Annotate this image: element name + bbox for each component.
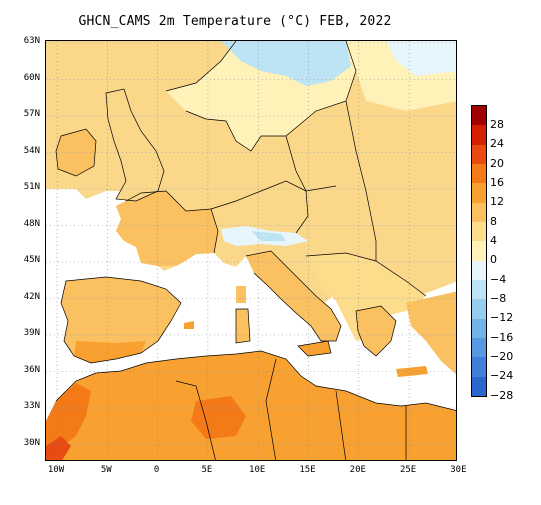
latitude-tick-label: 45N — [23, 255, 40, 265]
longitude-tick-label: 10W — [47, 465, 65, 475]
latitude-tick-label: 51N — [23, 182, 40, 192]
colorbar-swatch — [472, 125, 486, 146]
country-borders — [55, 41, 456, 460]
map-canvas — [46, 41, 456, 460]
latitude-tick-label: 30N — [23, 437, 40, 448]
sea-atlantic-sw — [46, 371, 66, 401]
land-italy — [246, 251, 341, 341]
colorbar-swatch — [472, 222, 486, 242]
land-algeria-warm — [191, 396, 246, 439]
colorbar-tick-label: 20 — [490, 156, 504, 170]
colorbar-tick-label: 12 — [490, 195, 504, 209]
colorbar-tick-label: 28 — [490, 117, 504, 131]
land-turkey — [406, 291, 456, 375]
latitude-tick-label: 36N — [23, 364, 40, 375]
graticule — [46, 41, 456, 460]
colorbar-swatch — [472, 144, 486, 165]
longitude-tick-label: 5E — [201, 465, 213, 475]
land-iberia-south — [74, 341, 146, 363]
colorbar-tick-label: 16 — [490, 175, 504, 189]
land-ireland — [56, 129, 96, 176]
land-sardinia — [236, 309, 250, 343]
longitude-tick-label: 10E — [249, 465, 266, 475]
land-britain — [106, 89, 164, 201]
colorbar-tick-label: −20 — [490, 349, 514, 363]
temperature-map — [45, 40, 457, 461]
colorbar-swatch — [472, 241, 486, 262]
colorbar-swatch — [472, 299, 486, 320]
latitude-tick-label: 39N — [23, 328, 40, 338]
colorbar-tick-label: −8 — [490, 291, 507, 305]
latitude-tick-label: 63N — [23, 36, 40, 46]
latitude-tick-label: 60N — [23, 72, 40, 83]
colorbar-tick-label: −4 — [490, 272, 507, 286]
colorbar-swatch — [472, 338, 486, 358]
colorbar-tick-label: −28 — [490, 388, 514, 402]
longitude-tick-label: 30E — [450, 465, 467, 475]
longitude-tick-label: 15E — [299, 465, 316, 475]
colorbar-tick-label: −12 — [490, 311, 514, 325]
colorbar-tick-label: 4 — [490, 233, 497, 247]
colorbar-swatch — [472, 106, 486, 126]
latitude-tick-label: 42N — [23, 291, 40, 302]
longitude-tick-label: 5W — [100, 465, 112, 475]
colorbar-swatch — [472, 318, 486, 339]
longitude-tick-label: 25E — [399, 465, 417, 475]
colorbar-tick-label: 8 — [490, 214, 497, 228]
land-mallorca — [184, 321, 194, 329]
latitude-tick-label: 33N — [23, 401, 40, 411]
colorbar-tick-label: −16 — [490, 330, 514, 344]
colorbar-swatch — [472, 280, 486, 300]
latitude-tick-label: 57N — [23, 109, 40, 119]
longitude-tick-label: 0 — [153, 465, 160, 475]
land-sw-hot — [46, 436, 71, 460]
longitude-tick-label: 20E — [349, 465, 366, 475]
latitude-tick-label: 54N — [23, 145, 40, 156]
land-finland-cold — [386, 41, 456, 76]
colorbar-tick-label: 0 — [490, 253, 497, 267]
colorbar-swatch — [472, 260, 486, 281]
colorbar-tick-label: −24 — [490, 369, 514, 383]
map-title: GHCN_CAMS 2m Temperature (°C) FEB, 2022 — [78, 14, 392, 29]
colorbar-swatch — [472, 357, 486, 378]
colorbar-tick-label: 24 — [490, 137, 504, 151]
land-crete — [396, 366, 428, 377]
latitude-tick-label: 48N — [23, 218, 40, 229]
land-greece — [356, 306, 396, 356]
land-north-cold — [221, 41, 351, 86]
colorbar-swatch — [472, 376, 486, 397]
colorbar-swatch — [472, 183, 486, 204]
land-balkans — [306, 253, 426, 341]
colorbar-swatch — [472, 202, 486, 223]
land-corsica — [236, 286, 246, 303]
land-north-africa — [46, 351, 456, 460]
land-france — [116, 191, 218, 266]
colorbar-swatch — [472, 164, 486, 184]
alps-core — [251, 231, 286, 241]
colorbar — [471, 105, 487, 397]
